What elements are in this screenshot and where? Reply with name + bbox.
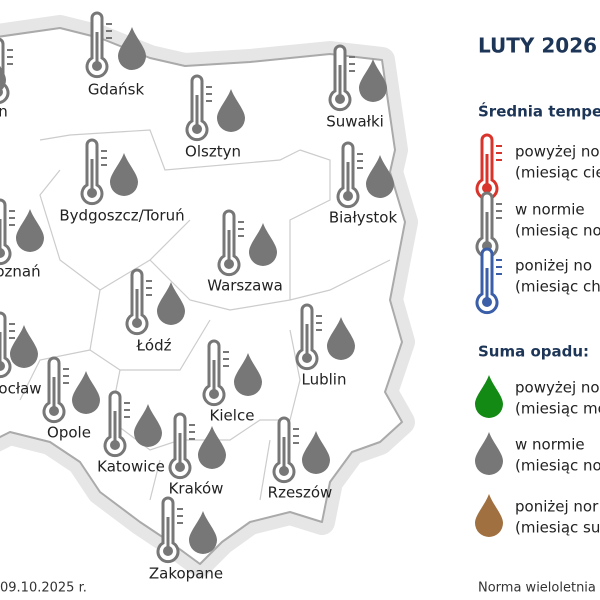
city-label: Olsztyn [185,143,241,161]
legend-text: w normie [515,201,585,219]
legend-thermometer [475,133,504,201]
legend-heading: Średnia tempe [478,102,600,121]
legend-text: poniżej no [515,257,592,275]
legend-heading: Suma opadu: [478,343,589,361]
legend-text: (miesiąc no [515,222,600,240]
legend-thermometer [475,191,504,259]
legend-title: LUTY 2026 [478,34,597,58]
legend-text: (miesiąc no [515,457,600,475]
legend-text: poniżej nor [515,498,599,516]
city-label: n [0,103,8,121]
legend-footer: Norma wieloletnia [478,581,596,596]
city-label: Lublin [302,371,347,389]
legend-drop [475,494,503,537]
city-label: Kielce [210,407,255,425]
city-label: Rzeszów [268,484,333,502]
legend-text: (miesiąc mo [515,400,600,418]
legend-text: (miesiąc cie [515,164,600,182]
legend-text: (miesiąc su [515,519,600,537]
legend-thermometer [475,247,504,315]
legend-text: (miesiąc ch [515,278,600,296]
legend-text: powyżej no [515,379,600,397]
city-label: Białystok [329,209,398,227]
country-shape [0,15,418,577]
legend-drop [475,375,503,418]
city-label: Katowice [97,458,165,476]
city-label: oznań [0,263,41,281]
legend-drop [475,432,503,475]
city-label: Warszawa [207,277,283,295]
legend-text: w normie [515,436,585,454]
city-label: Zakopane [149,565,223,583]
legend-text: powyżej no [515,143,600,161]
city-label: Gdańsk [88,81,145,99]
city-label: Opole [47,424,91,442]
city-label: Kraków [169,480,224,498]
city-label: Suwałki [326,113,384,131]
city-label: ocław [0,380,42,398]
city-label: Łódź [135,337,171,355]
date: 09.10.2025 r. [0,581,87,596]
city-label: Bydgoszcz/Toruń [59,207,184,225]
